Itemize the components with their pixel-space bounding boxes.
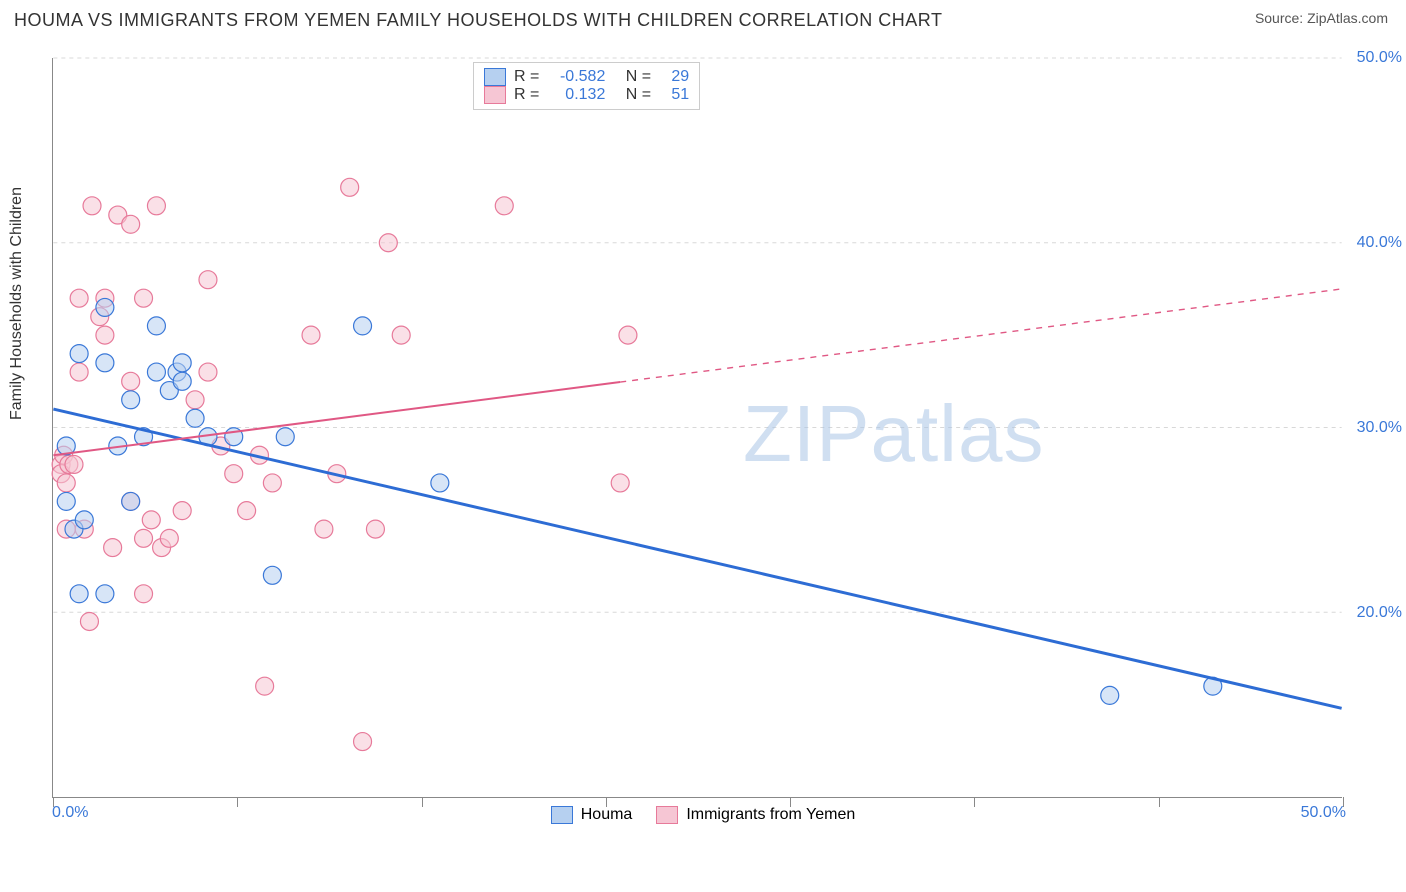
- stats-row: R = -0.582 N = 29: [484, 68, 689, 86]
- r-label: R =: [514, 86, 539, 104]
- swatch-houma: [484, 68, 506, 86]
- y-axis-title: Family Households with Children: [8, 187, 26, 420]
- n-value: 51: [659, 86, 689, 104]
- r-label: R =: [514, 68, 539, 86]
- y-axis-tick-label: 20.0%: [1357, 604, 1402, 622]
- legend-label: Houma: [581, 806, 633, 824]
- y-axis-tick-label: 30.0%: [1357, 419, 1402, 437]
- chart-plot-area: ZIPatlas R = -0.582 N = 29 R = 0.132 N =…: [52, 58, 1342, 798]
- n-label: N =: [626, 68, 651, 86]
- r-value: 0.132: [547, 86, 605, 104]
- legend-item-yemen: Immigrants from Yemen: [656, 806, 855, 824]
- swatch-yemen: [484, 86, 506, 104]
- swatch-icon: [551, 806, 573, 824]
- legend-label: Immigrants from Yemen: [686, 806, 855, 824]
- y-axis-tick-label: 40.0%: [1357, 234, 1402, 252]
- series-legend: Houma Immigrants from Yemen: [0, 806, 1406, 824]
- chart-title: HOUMA VS IMMIGRANTS FROM YEMEN FAMILY HO…: [14, 10, 942, 31]
- n-value: 29: [659, 68, 689, 86]
- n-label: N =: [626, 86, 651, 104]
- source-credit: Source: ZipAtlas.com: [1255, 10, 1388, 26]
- stats-row: R = 0.132 N = 51: [484, 86, 689, 104]
- scatter-svg: [53, 58, 1342, 797]
- stats-legend: R = -0.582 N = 29 R = 0.132 N = 51: [473, 62, 700, 110]
- legend-item-houma: Houma: [551, 806, 633, 824]
- y-axis-tick-label: 50.0%: [1357, 49, 1402, 67]
- swatch-icon: [656, 806, 678, 824]
- r-value: -0.582: [547, 68, 605, 86]
